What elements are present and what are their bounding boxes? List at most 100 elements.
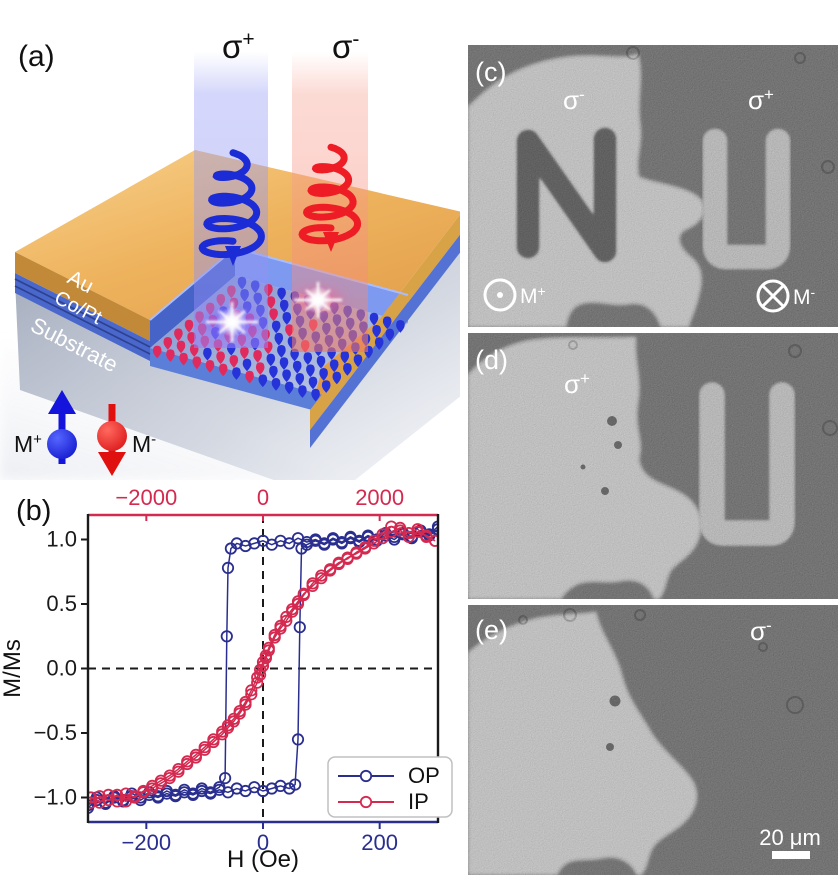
sparkle-left [206,302,258,342]
moment-dot-down [285,324,294,337]
bottom-tick-label: 0 [257,830,269,855]
m-plus-sphere [47,429,77,459]
moment-dot-down [152,345,162,359]
moment-dot-up [284,381,294,395]
svg-text:M-: M- [793,284,816,309]
moment-dot-down [255,362,265,375]
moment-dot-up [329,359,339,373]
x-axis-title: H (Oe) [227,846,299,873]
moment-dot-down [163,337,173,350]
moment-dot-up [321,380,331,393]
left-tick-label: −1.0 [34,784,77,809]
moment-dot-down [240,346,249,360]
top-tick-label: −2000 [115,485,177,510]
scale-bar: 20 μm [759,825,821,859]
moment-dot-down [187,332,196,345]
sigma-minus-region-label: σ- [750,616,772,646]
left-tick-label: −0.5 [34,720,77,745]
sparkle-right [294,282,342,318]
moment-dot-down [229,355,239,368]
moment-dot-up [332,371,342,385]
moment-dot-up [203,347,212,361]
left-tick-label: 1.0 [46,527,77,552]
scale-bar-rule [772,851,810,859]
sigma-minus-region-label: σ- [563,85,585,115]
sigma-plus-spiral [198,149,265,266]
moment-dot-down [266,296,276,309]
legend-label-op: OP [408,763,440,788]
moment-dot-down [179,352,188,366]
panel-b-label: (b) [16,495,51,527]
sigma-plus-label: σ+ [222,28,255,65]
moment-dot-down [216,351,225,365]
spiral-arrowhead-blue [225,246,241,266]
series-ip [88,520,438,809]
up-arrow-icon [48,390,76,414]
gold-side-left [15,252,150,341]
moment-dot-down [184,319,194,333]
moment-dot-up [258,374,268,388]
moment-dot-up [295,373,305,386]
moment-dot-down [205,360,215,373]
image-noise [468,333,838,599]
moment-dot-up [279,299,289,313]
moment-dot-up [382,316,392,330]
moment-dot-down [245,370,254,384]
sigma-plus-region-label: σ+ [564,369,590,399]
m-plus-out-of-plane-marker: M+ [483,278,546,312]
moment-dot-up [319,368,328,381]
moment-dot-up [369,312,379,326]
moment-dot-up [232,367,241,380]
moment-dot-up [279,357,289,370]
left-tick-label: 0.5 [46,591,77,616]
moment-dot-up [271,378,281,391]
moment-dot-up [242,358,252,372]
moment-dot-down [174,328,183,342]
m-plus-label: M+ [14,431,42,457]
panel-e-label: (e) [475,615,508,645]
moment-dot-up [306,364,315,378]
moment-dot-up [316,355,326,369]
copt-side-left [15,273,150,361]
moment-dot-down [192,356,202,370]
moment-dot-up [385,328,395,342]
left-tick-label: 0.0 [46,656,77,681]
panel-a-label: (a) [18,40,55,73]
moment-dot-down [176,340,186,354]
moment-dot-up [311,388,320,402]
moment-dot-down [218,363,228,377]
moment-dot-up [282,312,292,325]
moment-dot-up [266,353,276,367]
moment-legend: M+ M- [14,390,156,476]
moment-dot-up [269,365,278,379]
spiral-arrowhead-red [323,232,339,252]
top-tick-label: 2000 [355,485,404,510]
m-minus-into-plane-marker: M- [756,279,816,313]
panel-e-microscopy: (e) σ- 20 μm [468,605,838,875]
panel-c-microscopy: (c) σ- σ+ M+ M- [468,45,838,327]
panel-c-label: (c) [475,57,506,87]
moment-dot-up [303,352,313,365]
moment-dot-down [269,308,278,322]
bottom-tick-label: −200 [122,830,172,855]
copt-side-right [310,234,460,448]
sigma-minus-label: σ- [332,28,359,65]
moment-dot-up [372,325,381,338]
moment-dot-up [277,287,286,301]
moment-dot-down [166,349,175,362]
moment-dot-up [374,337,384,350]
down-arrow-icon [98,452,126,476]
scale-bar-label: 20 μm [759,825,821,850]
moment-dot-up [271,320,281,334]
y-axis-title: M/Ms [0,639,26,698]
panel-d-microscopy: (d) σ+ [468,333,838,599]
legend-label-ip: IP [408,789,429,814]
moment-dot-down [253,350,262,363]
moment-dot-up [277,345,286,358]
moment-dot-up [396,320,405,333]
image-noise [468,605,838,875]
m-minus-sphere [97,421,127,451]
moment-dot-up [308,376,318,390]
